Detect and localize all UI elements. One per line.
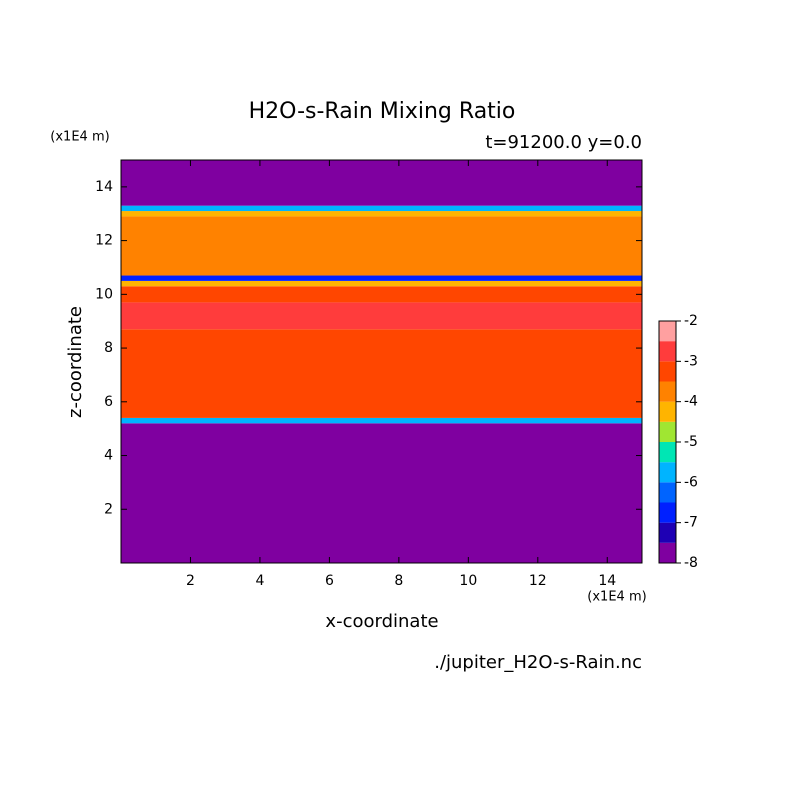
y-unit: (x1E4 m) — [50, 130, 109, 145]
colorbar-box — [659, 502, 676, 523]
contour-band — [121, 275, 642, 281]
y-tick-label: 14 — [95, 179, 113, 195]
x-tick-label: 14 — [598, 573, 616, 589]
contour-band — [121, 216, 642, 276]
colorbar-box — [659, 462, 676, 483]
chart-title: H2O-s-Rain Mixing Ratio — [249, 99, 516, 124]
colorbar-box — [659, 421, 676, 442]
contour-band — [121, 160, 642, 206]
x-axis-label: x-coordinate — [325, 611, 438, 632]
x-tick-label: 4 — [255, 573, 264, 589]
colorbar-tick-label: -5 — [684, 434, 698, 450]
x-unit: (x1E4 m) — [587, 590, 646, 605]
colorbar-box — [659, 482, 676, 503]
y-axis-label: z-coordinate — [65, 306, 86, 418]
colorbar-box — [659, 442, 676, 463]
colorbar-tick-label: -2 — [684, 313, 698, 329]
plot-frame — [120, 159, 643, 564]
contour-band — [121, 329, 642, 418]
colorbar-tick-label: -3 — [684, 353, 698, 369]
y-tick-label: 6 — [104, 394, 113, 410]
x-tick-label: 8 — [394, 573, 403, 589]
y-tick-label: 12 — [95, 233, 113, 249]
contour-band — [121, 205, 642, 212]
x-tick-label: 12 — [529, 573, 547, 589]
chart-subtitle: t=91200.0 y=0.0 — [485, 132, 642, 153]
contour-band — [121, 423, 642, 563]
colorbar-box — [659, 542, 676, 563]
colorbar-box — [659, 341, 676, 362]
colorbar-box — [659, 321, 676, 342]
x-tick-label: 10 — [459, 573, 477, 589]
colorbar-box — [659, 381, 676, 402]
colorbar-tick-label: -7 — [684, 515, 698, 531]
colorbar-tick-label: -4 — [684, 394, 698, 410]
colorbar-tick-label: -6 — [684, 474, 698, 490]
contour-band — [121, 280, 642, 287]
source-label: ./jupiter_H2O-s-Rain.nc — [434, 652, 642, 673]
y-tick-label: 10 — [95, 286, 113, 302]
y-tick-label: 8 — [104, 340, 113, 356]
contour-band — [121, 286, 642, 303]
colorbar-box — [659, 401, 676, 422]
colorbar-box — [659, 522, 676, 543]
x-tick-label: 2 — [186, 573, 195, 589]
x-tick-label: 6 — [325, 573, 334, 589]
contour-band — [121, 417, 642, 424]
y-tick-label: 2 — [104, 501, 113, 517]
y-tick-label: 4 — [104, 448, 113, 464]
contour-band — [121, 211, 642, 217]
colorbar-box — [659, 361, 676, 382]
contour-band — [121, 302, 642, 330]
colorbar-tick-label: -8 — [684, 555, 698, 571]
